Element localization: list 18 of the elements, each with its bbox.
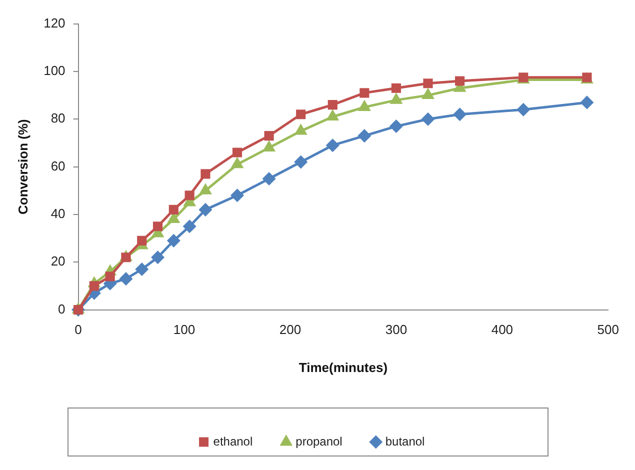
legend-label: propanol bbox=[296, 434, 342, 448]
y-tick-label: 0 bbox=[58, 301, 66, 316]
y-tick-label: 120 bbox=[44, 15, 66, 30]
x-tick-label: 0 bbox=[74, 322, 82, 338]
x-tick-label: 300 bbox=[385, 322, 408, 338]
y-tick-label: 20 bbox=[50, 254, 66, 269]
x-axis-title: Time(minutes) bbox=[298, 360, 388, 375]
y-tick-label: 80 bbox=[50, 110, 66, 126]
y-tick-label: 100 bbox=[44, 63, 66, 78]
x-tick-label: 400 bbox=[491, 322, 514, 338]
x-tick-label: 200 bbox=[279, 322, 302, 338]
legend-label: butanol bbox=[385, 434, 425, 448]
x-tick-label: 100 bbox=[173, 322, 196, 338]
y-axis-title: Conversion (%) bbox=[15, 119, 30, 214]
y-tick-label: 40 bbox=[50, 206, 66, 222]
legend-label: ethanol bbox=[213, 434, 253, 448]
x-tick-label: 500 bbox=[597, 322, 620, 338]
y-tick-label: 60 bbox=[50, 158, 66, 174]
